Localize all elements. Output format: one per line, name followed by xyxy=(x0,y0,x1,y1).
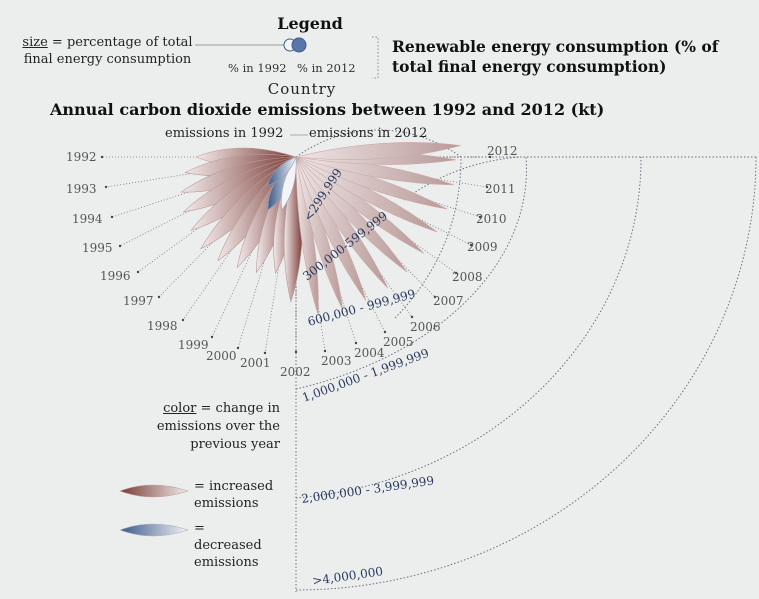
year-label-1993: 1993 xyxy=(66,182,97,196)
spoke-dot-2001 xyxy=(263,351,267,355)
spoke-dot-1997 xyxy=(157,295,161,299)
year-label-1998: 1998 xyxy=(147,319,178,333)
arc-1 xyxy=(295,129,462,319)
year-label-2011: 2011 xyxy=(485,182,516,196)
spoke-dot-2007 xyxy=(433,295,437,299)
spoke-2004 xyxy=(295,156,357,344)
year-label-1994: 1994 xyxy=(72,212,103,226)
spoke-dot-2000 xyxy=(236,346,240,350)
spoke-dot-1994 xyxy=(110,215,114,219)
year-label-1995: 1995 xyxy=(82,241,113,255)
year-label-1996: 1996 xyxy=(100,269,131,283)
year-label-2008: 2008 xyxy=(452,270,483,284)
band-label-5: 2,000,000 - 3,999,999 xyxy=(300,473,434,505)
size-rest: = percentage of total final energy consu… xyxy=(23,35,193,67)
size-legend-label: size = percentage of total final energy … xyxy=(20,34,195,68)
band-label-6: >4,000,000 xyxy=(311,564,383,588)
color-rest: = change in emissions over the previous … xyxy=(156,401,280,452)
size-word: size xyxy=(22,35,48,50)
emissions-1992-label: emissions in 1992 xyxy=(165,126,284,141)
increased-petal-swatch xyxy=(119,484,189,498)
spoke-dot-2003 xyxy=(323,349,327,353)
year-label-2009: 2009 xyxy=(467,240,498,254)
spoke-dot-1993 xyxy=(104,185,108,189)
pct-2012-label: % in 2012 xyxy=(297,61,356,75)
decreased-label: = decreased emissions xyxy=(194,521,262,570)
year-label-2003: 2003 xyxy=(321,354,352,368)
spoke-dot-1995 xyxy=(118,244,122,248)
spoke-dot-1998 xyxy=(181,318,185,322)
year-label-2007: 2007 xyxy=(433,294,464,308)
renewable-title: Renewable energy consumption (% of total… xyxy=(392,37,719,76)
year-label-2004: 2004 xyxy=(354,346,385,360)
country-label: Country xyxy=(267,80,337,98)
spoke-1996 xyxy=(137,156,297,273)
year-label-2000: 2000 xyxy=(206,349,237,363)
annual-emissions-title: Annual carbon dioxide emissions between … xyxy=(50,100,605,119)
spoke-dot-1992 xyxy=(100,155,104,159)
arc-2 xyxy=(403,156,522,201)
year-label-2012: 2012 xyxy=(487,144,518,158)
arc-outer-c xyxy=(295,156,757,591)
spoke-dot-2012 xyxy=(488,155,492,159)
pct-1992-label: % in 1992 xyxy=(228,61,287,75)
petal-blue-3 xyxy=(267,156,297,186)
year-label-1999: 1999 xyxy=(178,338,209,352)
spoke-dot-2008 xyxy=(454,271,458,275)
emissions-connector-line xyxy=(290,134,308,136)
year-label-2010: 2010 xyxy=(476,212,507,226)
increased-label: = increased emissions xyxy=(194,479,274,511)
year-label-2006: 2006 xyxy=(410,320,441,334)
emissions-2012-label: emissions in 2012 xyxy=(309,126,428,141)
spoke-dot-1996 xyxy=(136,270,140,274)
legend-circle-2012 xyxy=(291,37,307,53)
spoke-dot-2002 xyxy=(294,350,298,354)
petals xyxy=(180,142,461,316)
band-arcs xyxy=(295,129,757,592)
year-label-2005: 2005 xyxy=(383,335,414,349)
legend-bracket xyxy=(372,36,379,79)
year-label-1992: 1992 xyxy=(66,150,97,164)
petal-right-top xyxy=(295,142,461,160)
year-label-1997: 1997 xyxy=(123,294,154,308)
spoke-dot-2009 xyxy=(469,243,473,247)
legend-title: Legend xyxy=(277,14,343,33)
spoke-dot-2004 xyxy=(354,341,358,345)
spoke-dot-2011 xyxy=(485,185,489,189)
color-legend-label: color = change in emissions over the pre… xyxy=(155,400,280,454)
arc-outer-a xyxy=(295,156,527,390)
color-word: color xyxy=(163,401,197,416)
spoke-dot-2006 xyxy=(410,315,414,319)
spoke-dot-2010 xyxy=(478,215,482,219)
decreased-petal-swatch xyxy=(119,523,189,537)
year-label-2001: 2001 xyxy=(240,356,271,370)
spoke-dot-1999 xyxy=(210,335,214,339)
year-label-2002: 2002 xyxy=(280,365,311,379)
spoke-dot-2005 xyxy=(383,330,387,334)
